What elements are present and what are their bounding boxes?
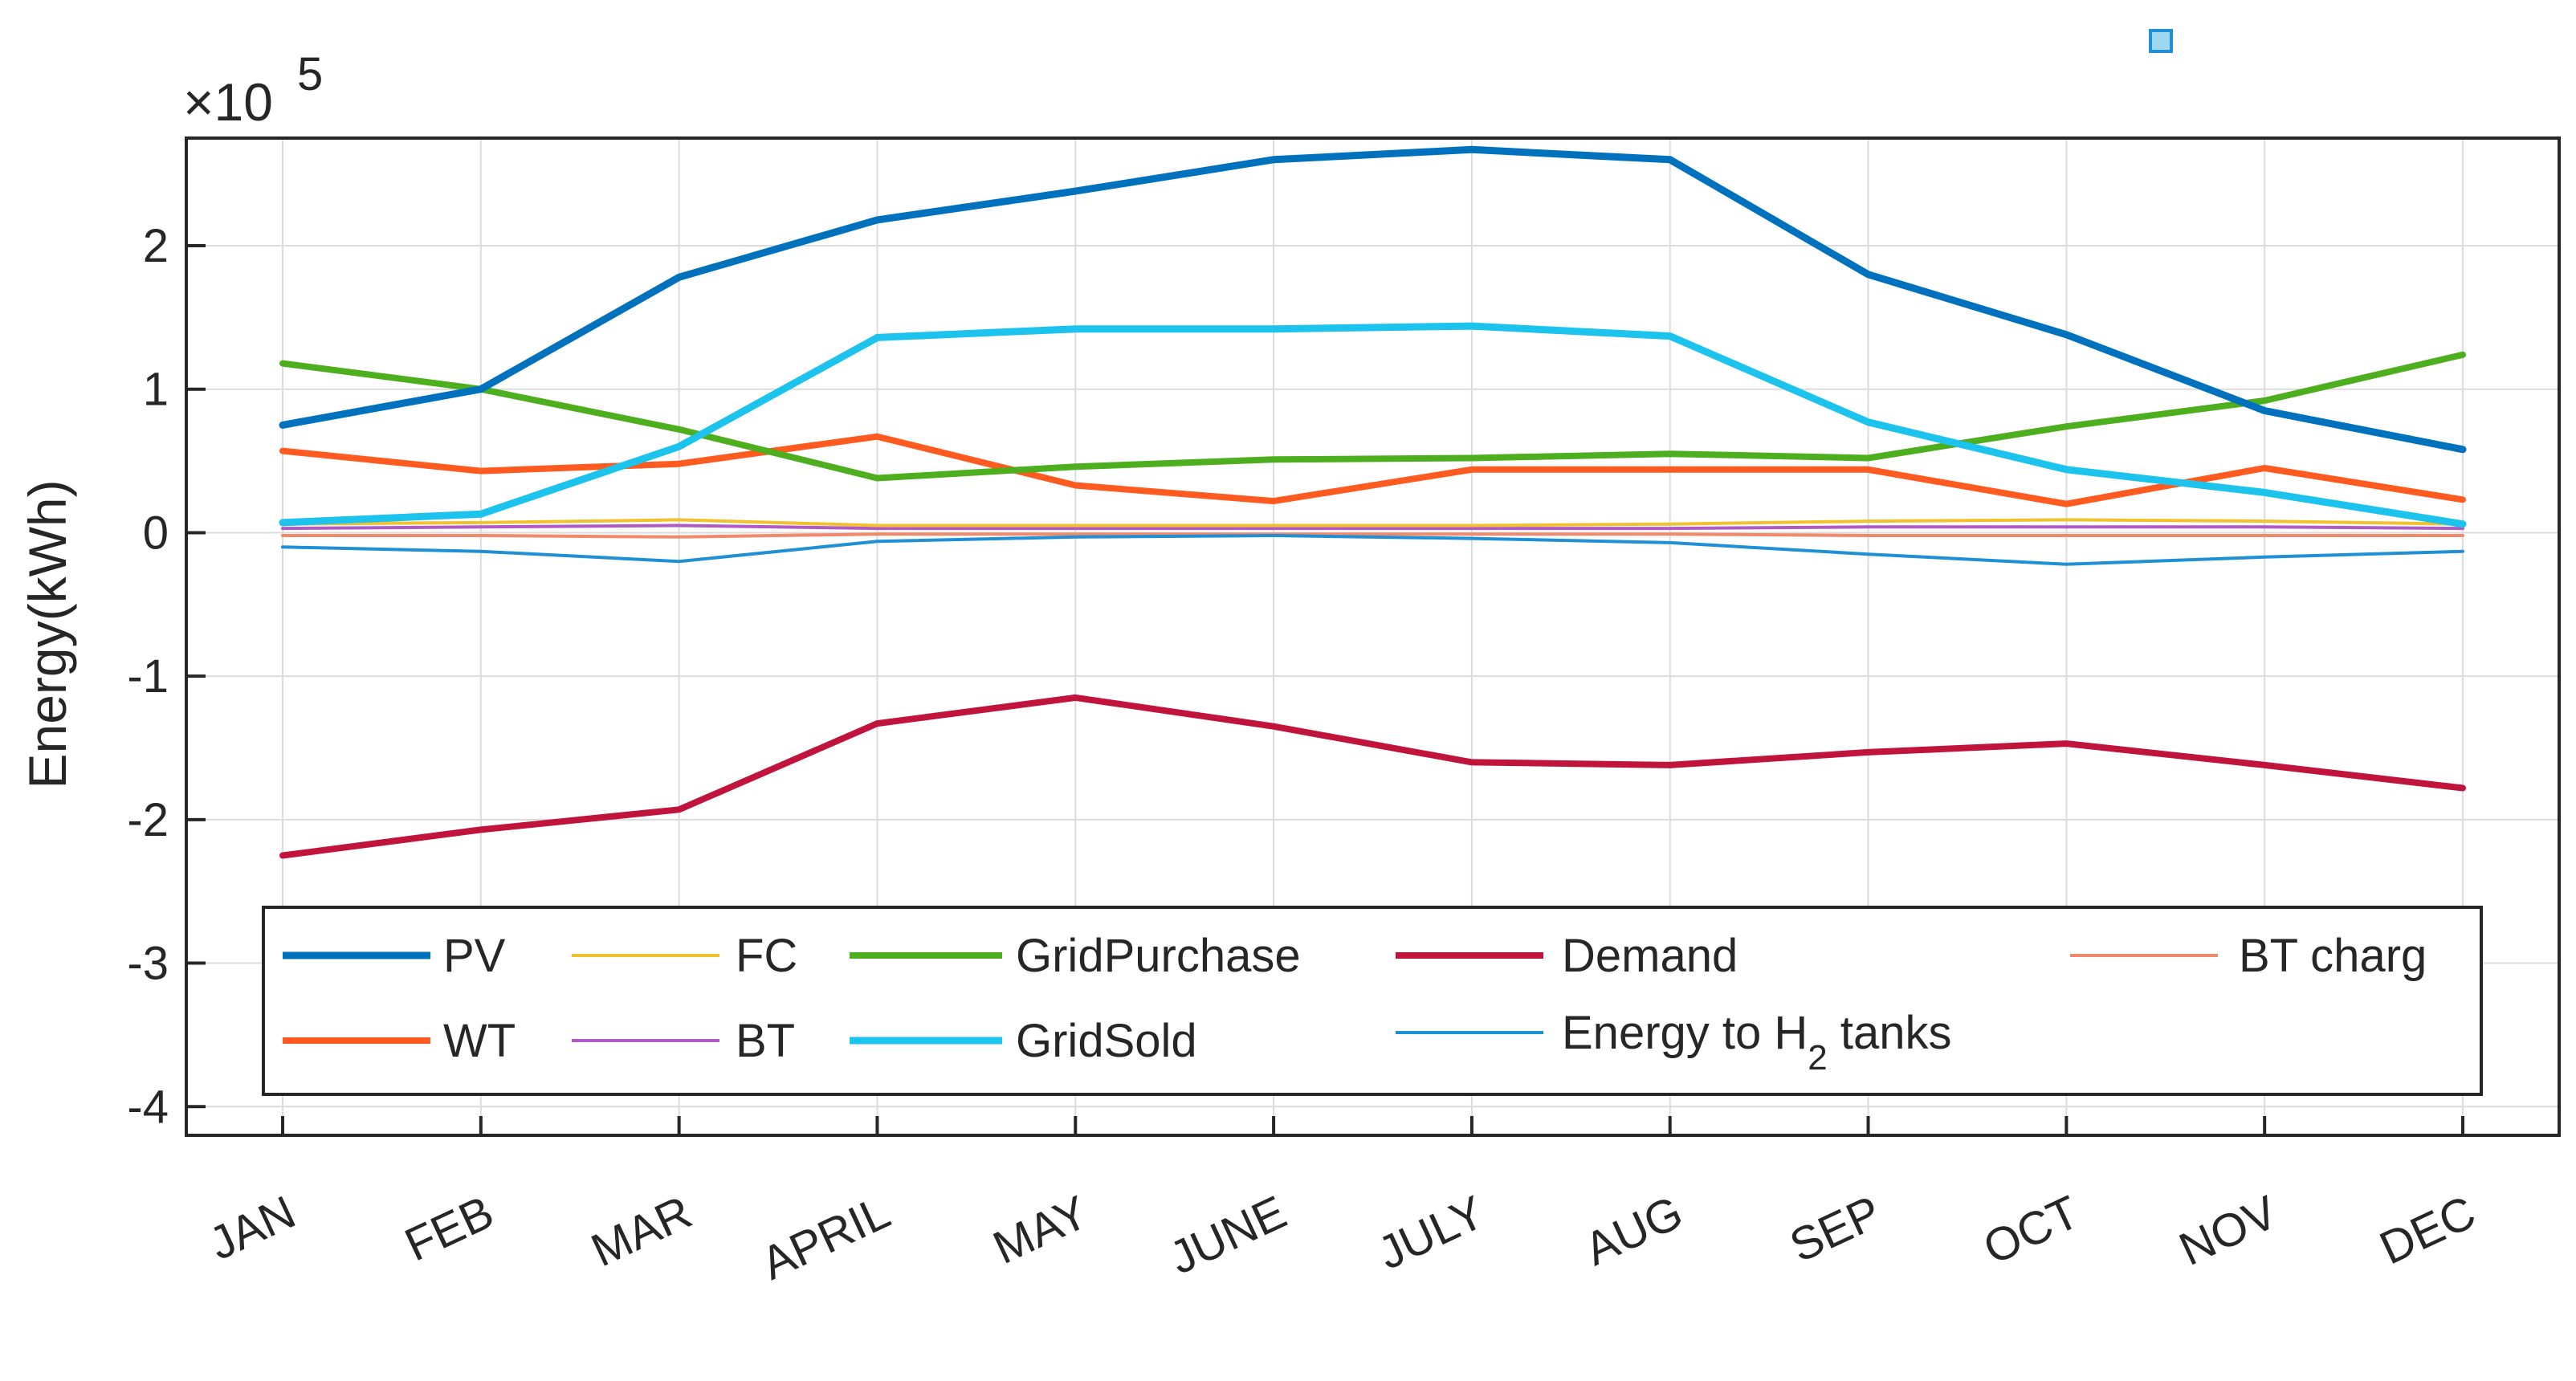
y-tick-label: -1 (127, 650, 169, 703)
y-tick-label: 1 (143, 364, 169, 416)
series-line-energy-to-h2-tanks (281, 534, 2464, 566)
legend-box (262, 906, 2483, 1096)
marker-square (2149, 29, 2173, 53)
series-line-gridpurchase (279, 351, 2466, 482)
y-exponent-base: ×10 (183, 72, 273, 132)
legend-label-bt-charg: BT charg (2239, 930, 2427, 982)
y-axis-label: Energy(kWh) (18, 479, 77, 788)
y-tick-label: 2 (143, 220, 169, 272)
legend-h2-subscript: 2 (1808, 1038, 1827, 1078)
series-line-bt-charg (281, 532, 2464, 539)
legend-label-gridpurchase: GridPurchase (1016, 930, 1301, 982)
plot-frame (185, 136, 2561, 1137)
series-layer (279, 145, 2467, 859)
legend-label-energy-to-h2-tanks: Energy to H2 tanks (1562, 1007, 1952, 1078)
y-exponent-label: ×10 5 (183, 48, 323, 132)
series-line-fc (281, 518, 2464, 528)
y-tick-label: -4 (127, 1081, 169, 1133)
y-exponent-power: 5 (297, 48, 323, 100)
y-tick-label: 0 (143, 507, 169, 559)
y-tick-label: -2 (127, 794, 169, 846)
y-tick-label: -3 (127, 938, 169, 990)
series-line-bt (281, 523, 2464, 531)
legend-label-bt: BT (736, 1015, 795, 1067)
series-line-wt (279, 433, 2466, 507)
legend-label-wt: WT (443, 1015, 516, 1067)
legend-label-fc: FC (736, 930, 797, 982)
series-line-demand (279, 694, 2466, 859)
legend-label-demand: Demand (1562, 930, 1738, 982)
legend-label-gridsold: GridSold (1016, 1015, 1197, 1067)
series-line-gridsold (279, 322, 2467, 528)
legend-label-pv: PV (443, 930, 506, 982)
legend: PV FC GridPurchase Demand BT charg WT BT GridSo… (262, 906, 2483, 1096)
series-line-pv (279, 145, 2467, 454)
legend-h2-prefix: Energy to H (1562, 1007, 1808, 1059)
legend-h2-suffix: tanks (1828, 1007, 1952, 1059)
